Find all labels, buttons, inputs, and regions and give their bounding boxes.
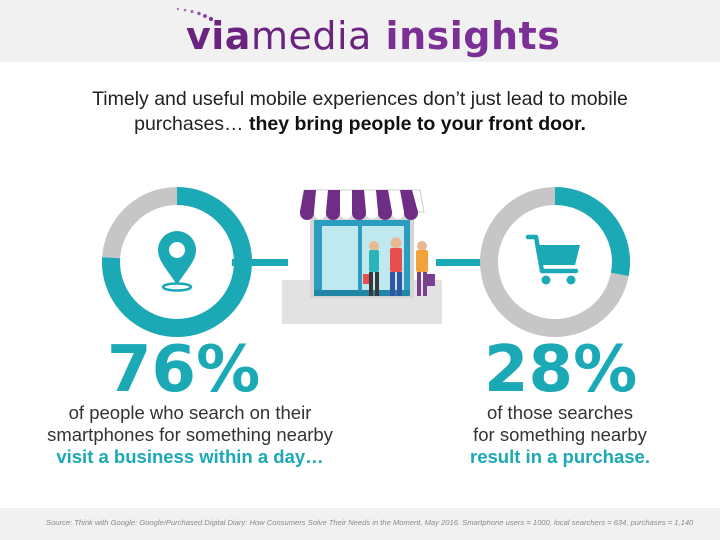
headline-line2-plain: purchases… (134, 113, 249, 135)
right-stat-percent: 28% (484, 333, 638, 407)
storefront-icon (282, 189, 442, 324)
shopping-cart-icon (525, 234, 580, 285)
right-stat-desc-line2: for something nearby (473, 424, 647, 445)
header-bar (0, 0, 720, 62)
logo-insights: insights (371, 14, 561, 58)
headline-line2: purchases… they bring people to your fro… (40, 112, 680, 137)
left-connector (232, 259, 288, 266)
left-donut-arc (102, 187, 252, 337)
headline-line1: Timely and useful mobile experiences don… (92, 88, 628, 110)
right-connector (436, 259, 492, 266)
footer-bar (0, 508, 720, 540)
headline: Timely and useful mobile experiences don… (40, 87, 680, 137)
logo-media: media (250, 14, 372, 58)
logo-via: via (186, 14, 251, 58)
left-stat-desc-line2: smartphones for something nearby (47, 424, 333, 445)
right-donut-arc (554, 187, 630, 277)
left-stat-percent: 76% (107, 333, 261, 407)
left-stat-desc-line1: of people who search on their (68, 402, 312, 423)
left-stat-emphasis: visit a business within a day… (56, 446, 324, 467)
logo-dots-icon (176, 7, 214, 22)
brand-logo: viamedia insights (186, 14, 560, 58)
source-citation: Source: Think with Google: Google/Purcha… (46, 518, 694, 527)
right-stat-emphasis: result in a purchase. (470, 446, 650, 467)
right-stat-desc-line1: of those searches (486, 402, 634, 423)
right-donut-ring (480, 187, 630, 337)
headline-line2-bold: they bring people to your front door. (248, 113, 586, 135)
map-pin-icon (158, 231, 196, 292)
left-donut-ring (102, 187, 252, 337)
